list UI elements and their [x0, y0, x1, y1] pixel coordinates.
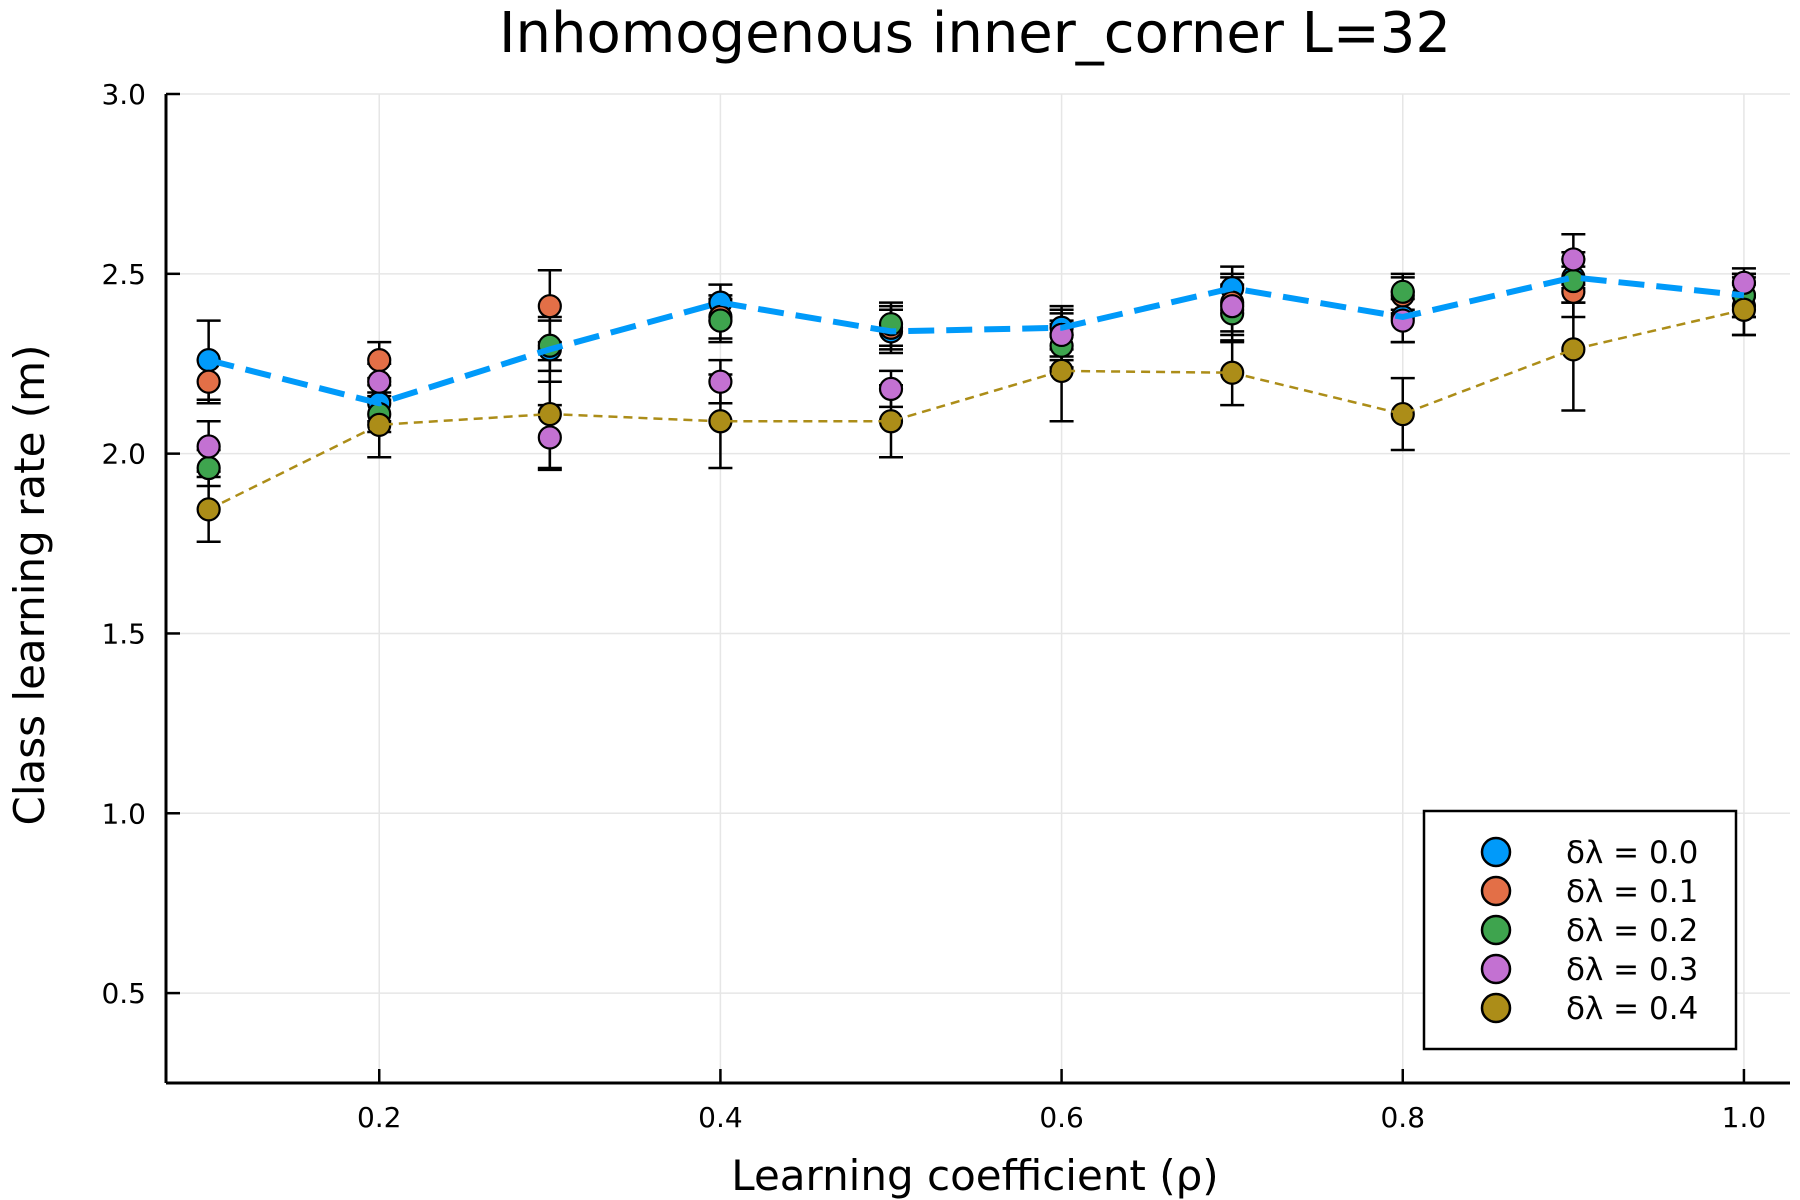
- series-line: [207, 274, 1745, 407]
- y-tick-label: 2.0: [101, 438, 146, 471]
- chart-title: Inhomogenous inner_corner L=32: [499, 1, 1451, 66]
- data-point: [1390, 279, 1415, 304]
- data-point: [196, 455, 221, 481]
- legend-marker: [1480, 914, 1512, 946]
- legend-label: δλ = 0.4: [1566, 991, 1698, 1027]
- y-tick-label: 1.0: [101, 797, 146, 830]
- x-tick-label: 0.6: [1039, 1101, 1084, 1134]
- legend: δλ = 0.0δλ = 0.1δλ = 0.2δλ = 0.3δλ = 0.4: [1422, 809, 1738, 1051]
- data-point: [367, 348, 392, 373]
- data-point: [1390, 401, 1415, 427]
- data-point: [878, 376, 904, 402]
- data-point: [537, 294, 562, 319]
- y-tick-label: 1.5: [101, 617, 146, 650]
- legend-marker: [1480, 953, 1512, 985]
- legend-marker: [1480, 836, 1512, 868]
- x-tick-label: 0.8: [1380, 1101, 1425, 1134]
- series: [196, 233, 1757, 543]
- data-point: [537, 425, 562, 450]
- data-point: [708, 369, 733, 394]
- data-point: [1220, 294, 1245, 319]
- y-tick-label: 2.5: [101, 258, 146, 291]
- data-point: [196, 434, 221, 459]
- y-tick-label: 0.5: [101, 977, 146, 1010]
- legend-label: δλ = 0.2: [1566, 913, 1698, 949]
- x-tick-label: 1.0: [1722, 1101, 1767, 1134]
- legend-label: δλ = 0.1: [1566, 874, 1698, 910]
- legend-label: δλ = 0.0: [1566, 835, 1698, 871]
- data-point: [1561, 247, 1586, 272]
- series-line: [208, 308, 1745, 511]
- x-axis-title: Learning coefficient (ρ): [731, 1151, 1218, 1200]
- x-tick-label: 0.4: [698, 1101, 743, 1134]
- legend-marker: [1480, 992, 1512, 1024]
- data-point: [708, 308, 733, 333]
- data-point: [367, 369, 392, 394]
- axes: 0.2 0.4 0.6 0.8 1.0 0.5 1.0 1.5 2.0 2.5 3.0: [101, 78, 1790, 1134]
- data-point: [1731, 270, 1757, 295]
- legend-marker: [1480, 875, 1512, 907]
- data-point: [1561, 337, 1586, 362]
- data-point: [1731, 297, 1757, 322]
- data-point: [196, 369, 221, 394]
- legend-label: δλ = 0.3: [1566, 952, 1698, 988]
- x-tick-label: 0.2: [357, 1101, 402, 1134]
- y-tick-label: 3.0: [101, 78, 146, 111]
- legend-box: [1422, 809, 1738, 1051]
- y-axis-title: Class learning rate (m): [5, 345, 54, 826]
